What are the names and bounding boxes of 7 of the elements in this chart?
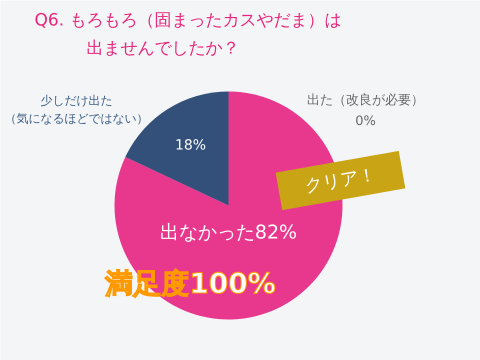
slice-label: 少しだけ出た（気になるほどではない） — [4, 94, 148, 126]
text: 0% — [355, 114, 376, 129]
data-label: 18% — [174, 138, 206, 154]
slice-label: 出なかった82% — [160, 222, 298, 244]
text: クリア！ — [303, 164, 378, 198]
chart-title: Q6. もろもろ（固まったカスやだま）は出ませんでしたか？ — [34, 10, 342, 58]
category-label: 出た（改良が必要） — [307, 93, 424, 108]
